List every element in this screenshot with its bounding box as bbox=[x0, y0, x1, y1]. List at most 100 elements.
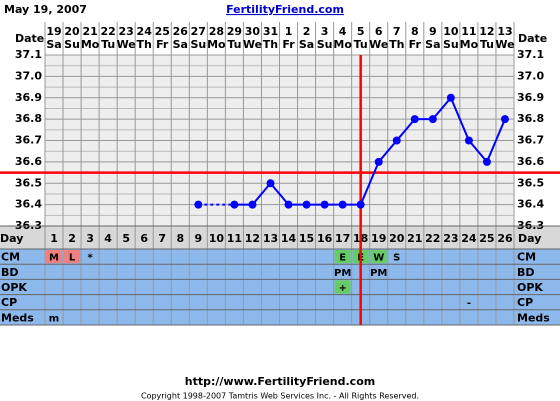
row-label: CM bbox=[1, 251, 20, 264]
date-number: 7 bbox=[393, 25, 401, 38]
weekday: Tu bbox=[227, 38, 241, 51]
cell-text: * bbox=[87, 253, 93, 264]
date-number: 22 bbox=[100, 25, 115, 38]
weekday: Su bbox=[64, 38, 80, 51]
date-number: 12 bbox=[479, 25, 494, 38]
day-number: 5 bbox=[122, 232, 130, 245]
copyright: Copyright 1998-2007 Tamtris Web Services… bbox=[141, 392, 419, 401]
y-tick-label-right: 36.8 bbox=[517, 112, 544, 125]
temperature-point bbox=[374, 157, 383, 166]
cell-text: PM bbox=[334, 268, 351, 279]
cell-text: + bbox=[338, 283, 346, 294]
date: May 19, 2007 bbox=[4, 3, 87, 16]
row-label-right: BD bbox=[517, 266, 535, 279]
y-tick-label: 36.8 bbox=[15, 112, 42, 125]
weekday: Tu bbox=[480, 38, 494, 51]
site-link[interactable]: FertilityFriend.com bbox=[226, 3, 344, 16]
date-number: 21 bbox=[82, 25, 97, 38]
date-number: 5 bbox=[357, 25, 365, 38]
y-tick-label: 36.9 bbox=[15, 91, 42, 104]
weekday: Mo bbox=[81, 38, 100, 51]
row-label-right: CP bbox=[517, 296, 533, 309]
day-number: 13 bbox=[263, 232, 278, 245]
y-tick-label-right: 36.7 bbox=[517, 134, 544, 147]
day-label-right: Day bbox=[518, 232, 541, 245]
temperature-point bbox=[320, 200, 329, 209]
day-number: 21 bbox=[407, 232, 422, 245]
weekday: Sa bbox=[173, 38, 188, 51]
day-number: 11 bbox=[227, 232, 242, 245]
weekday: Fr bbox=[156, 38, 169, 51]
row-label: OPK bbox=[1, 281, 27, 294]
date-number: 9 bbox=[429, 25, 437, 38]
row-label: Meds bbox=[1, 311, 34, 324]
y-tick-label-right: 37.0 bbox=[517, 69, 544, 82]
y-tick-label-right: 37.1 bbox=[517, 48, 544, 61]
cell-highlight bbox=[64, 250, 81, 264]
y-tick-label: 36.5 bbox=[15, 176, 42, 189]
cell-highlight bbox=[334, 250, 351, 264]
day-number: 3 bbox=[86, 232, 94, 245]
day-number: 8 bbox=[176, 232, 184, 245]
weekday: Fr bbox=[409, 38, 422, 51]
temperature-point bbox=[428, 115, 437, 124]
weekday: Th bbox=[263, 38, 278, 51]
weekday: Sa bbox=[299, 38, 314, 51]
day-number: 2 bbox=[68, 232, 76, 245]
date-number: 10 bbox=[443, 25, 459, 38]
day-number: 9 bbox=[194, 232, 202, 245]
day-number: 16 bbox=[317, 232, 333, 245]
cell-highlight bbox=[46, 250, 63, 264]
row-label-right: CM bbox=[517, 251, 536, 264]
temperature-point bbox=[464, 136, 473, 145]
temperature-point bbox=[302, 200, 311, 209]
row-label: BD bbox=[1, 266, 19, 279]
weekday: Mo bbox=[207, 38, 226, 51]
day-label: Day bbox=[0, 232, 23, 245]
footer-url[interactable]: http://www.FertilityFriend.com bbox=[185, 375, 375, 388]
cell-text: S bbox=[393, 253, 400, 264]
date-number: 31 bbox=[263, 25, 278, 38]
date-number: 13 bbox=[497, 25, 512, 38]
date-number: 1 bbox=[285, 25, 293, 38]
cell-text: E bbox=[339, 253, 346, 264]
y-tick-label: 37.0 bbox=[15, 69, 42, 82]
weekday: We bbox=[369, 38, 388, 51]
date-number: 25 bbox=[155, 25, 170, 38]
temperature-point bbox=[410, 115, 419, 124]
day-number: 22 bbox=[425, 232, 440, 245]
cell-highlight bbox=[334, 280, 351, 294]
day-number: 4 bbox=[104, 232, 112, 245]
y-tick-label: 36.4 bbox=[15, 198, 42, 211]
weekday: We bbox=[495, 38, 514, 51]
temperature-point bbox=[266, 179, 275, 188]
weekday: Th bbox=[389, 38, 404, 51]
y-tick-label-right: 36.9 bbox=[517, 91, 544, 104]
day-number: 17 bbox=[335, 232, 350, 245]
temperature-point bbox=[356, 200, 365, 209]
date-number: 26 bbox=[173, 25, 189, 38]
day-number: 10 bbox=[209, 232, 225, 245]
weekday: Su bbox=[190, 38, 206, 51]
cell-highlight bbox=[370, 250, 387, 264]
date-number: 8 bbox=[411, 25, 419, 38]
day-number: 14 bbox=[281, 232, 297, 245]
temperature-point bbox=[248, 200, 257, 209]
weekday: Th bbox=[137, 38, 152, 51]
weekday: Su bbox=[317, 38, 333, 51]
day-number: 24 bbox=[461, 232, 477, 245]
date-number: 24 bbox=[137, 25, 153, 38]
cell-text: L bbox=[69, 253, 76, 264]
day-number: 19 bbox=[371, 232, 386, 245]
day-number: 20 bbox=[389, 232, 405, 245]
date-number: 20 bbox=[64, 25, 80, 38]
y-tick-label-right: 36.4 bbox=[517, 198, 544, 211]
date-number: 4 bbox=[339, 25, 347, 38]
temperature-point bbox=[392, 136, 401, 145]
temperature-point bbox=[500, 115, 509, 124]
temperature-line bbox=[234, 95, 506, 206]
date-label-right: Date bbox=[518, 32, 547, 45]
y-tick-label-right: 36.5 bbox=[517, 176, 544, 189]
day-number: 26 bbox=[497, 232, 513, 245]
temperature-point bbox=[338, 200, 347, 209]
